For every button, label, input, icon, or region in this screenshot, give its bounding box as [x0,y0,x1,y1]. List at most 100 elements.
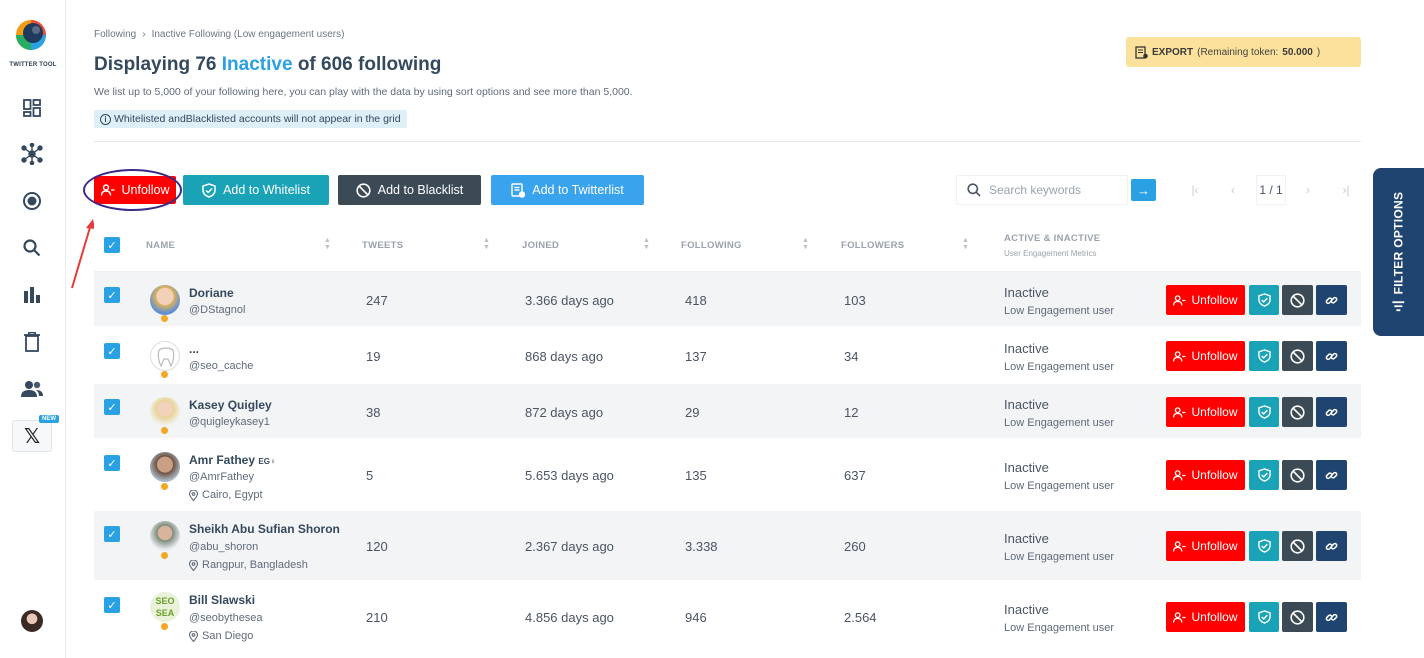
row-checkbox[interactable]: ✓ [104,526,120,542]
row-checkbox[interactable]: ✓ [104,287,120,303]
unfollow-button[interactable]: Unfollow [94,176,176,204]
search-submit-button[interactable]: → [1131,179,1156,201]
sort-joined-icon[interactable]: ▲ ▼ [643,237,650,251]
select-all-checkbox[interactable]: ✓ [104,237,120,253]
add-to-twitterlist-button[interactable]: Add to Twitterlist [491,175,644,205]
search-icon[interactable] [21,237,43,259]
sort-name-icon[interactable]: ▲ ▼ [324,237,331,251]
app-logo[interactable] [14,18,48,52]
row-link-button[interactable] [1316,602,1347,632]
user-name[interactable]: Kasey Quigley [189,398,272,412]
row-link-button[interactable] [1316,460,1347,490]
user-minus-icon [1173,469,1186,481]
row-unfollow-button[interactable]: Unfollow [1166,397,1245,427]
prev-page-button[interactable]: ‹ [1221,175,1245,205]
user-name[interactable]: ... [189,342,200,356]
avatar[interactable]: SEO SEA [150,592,180,622]
user-avatar[interactable] [21,610,43,632]
user-minus-icon [1173,611,1186,623]
row-whitelist-button[interactable] [1249,285,1279,315]
target-icon[interactable] [21,190,43,212]
row-whitelist-button[interactable] [1249,397,1279,427]
network-icon[interactable] [21,143,43,165]
row-blacklist-button[interactable] [1282,285,1313,315]
add-to-whitelist-button[interactable]: Add to Whitelist [183,175,329,205]
row-whitelist-button[interactable] [1249,460,1279,490]
row-link-button[interactable] [1316,341,1347,371]
filter-options-label: FILTER OPTIONS [1391,191,1406,295]
row-unfollow-label: Unfollow [1191,539,1238,553]
activity-detail: Low Engagement user [1004,480,1115,492]
header-followers[interactable]: FOLLOWERS [841,240,905,251]
row-unfollow-button[interactable]: Unfollow [1166,602,1245,632]
tweets-count: 5 [366,468,374,483]
next-page-button[interactable]: › [1296,175,1320,205]
avatar[interactable] [150,285,180,315]
row-unfollow-button[interactable]: Unfollow [1166,531,1245,561]
followers-count: 2.564 [844,610,877,625]
row-unfollow-button[interactable]: Unfollow [1166,341,1245,371]
user-name[interactable]: Bill Slawski [189,593,256,607]
avatar[interactable] [150,452,180,482]
row-blacklist-button[interactable] [1282,397,1313,427]
row-checkbox[interactable]: ✓ [104,399,120,415]
row-link-button[interactable] [1316,531,1347,561]
sort-followers-icon[interactable]: ▲ ▼ [962,237,969,251]
users-icon[interactable] [21,378,43,400]
last-page-button[interactable]: ›| [1334,175,1358,205]
row-unfollow-button[interactable]: Unfollow [1166,460,1245,490]
avatar[interactable] [150,397,180,427]
followers-count: 637 [844,468,866,483]
row-blacklist-button[interactable] [1282,531,1313,561]
svg-text:SEA: SEA [156,608,175,618]
avatar[interactable] [150,521,180,551]
joined-value: 2.367 days ago [525,539,614,554]
filter-options-tab[interactable]: FILTER OPTIONS [1373,168,1424,336]
title-prefix: Displaying 76 [94,54,217,75]
row-checkbox[interactable]: ✓ [104,597,120,613]
user-name[interactable]: Sheikh Abu Sufian Shoron [189,522,340,536]
row-blacklist-button[interactable] [1282,460,1313,490]
export-remaining-value: 50.000 [1282,46,1313,58]
user-handle: @seo_cache [189,360,254,372]
row-blacklist-button[interactable] [1282,341,1313,371]
search-input[interactable] [989,183,1119,197]
row-link-button[interactable] [1316,397,1347,427]
row-unfollow-button[interactable]: Unfollow [1166,285,1245,315]
header-joined[interactable]: JOINED [522,240,560,251]
following-count: 3.338 [685,539,718,554]
header-name[interactable]: NAME [146,240,176,251]
row-whitelist-button[interactable] [1249,341,1279,371]
tweets-count: 120 [366,539,388,554]
row-whitelist-button[interactable] [1249,531,1279,561]
activity-status: Inactive [1004,602,1049,617]
user-name[interactable]: Amr Fathey EG♀ [189,453,276,467]
header-tweets[interactable]: TWEETS [362,240,404,251]
row-blacklist-button[interactable] [1282,602,1313,632]
add-to-blacklist-button[interactable]: Add to Blacklist [338,175,481,205]
row-link-button[interactable] [1316,285,1347,315]
x-logo-icon[interactable]: 𝕏 NEW [12,415,59,452]
row-whitelist-button[interactable] [1249,602,1279,632]
header-divider [94,141,1361,142]
first-page-button[interactable]: |‹ [1183,175,1207,205]
header-status: ACTIVE & INACTIVE [1004,233,1101,244]
table-row: ✓ Sheikh Abu Sufian Shoron @abu_shoron R… [94,511,1361,582]
following-count: 29 [685,405,700,420]
dashboard-icon[interactable] [21,97,43,119]
avatar[interactable] [150,341,180,371]
sort-following-icon[interactable]: ▲ ▼ [802,237,809,251]
breadcrumb-parent[interactable]: Following [94,29,137,40]
bar-chart-icon[interactable] [21,284,43,306]
header-following[interactable]: FOLLOWING [681,240,742,251]
unfollow-button-label: Unfollow [121,183,170,197]
add-to-blacklist-label: Add to Blacklist [377,183,464,197]
export-button[interactable]: EXPORT (Remaining token: 50.000) [1126,37,1361,67]
trash-icon[interactable] [21,331,43,353]
user-name[interactable]: Doriane [189,286,234,300]
table-row: ✓ ... @seo_cache 19 868 days ago 137 34 … [94,328,1361,384]
row-checkbox[interactable]: ✓ [104,455,120,471]
last-page-icon: ›| [1342,183,1350,197]
sort-tweets-icon[interactable]: ▲ ▼ [483,237,490,251]
row-checkbox[interactable]: ✓ [104,343,120,359]
